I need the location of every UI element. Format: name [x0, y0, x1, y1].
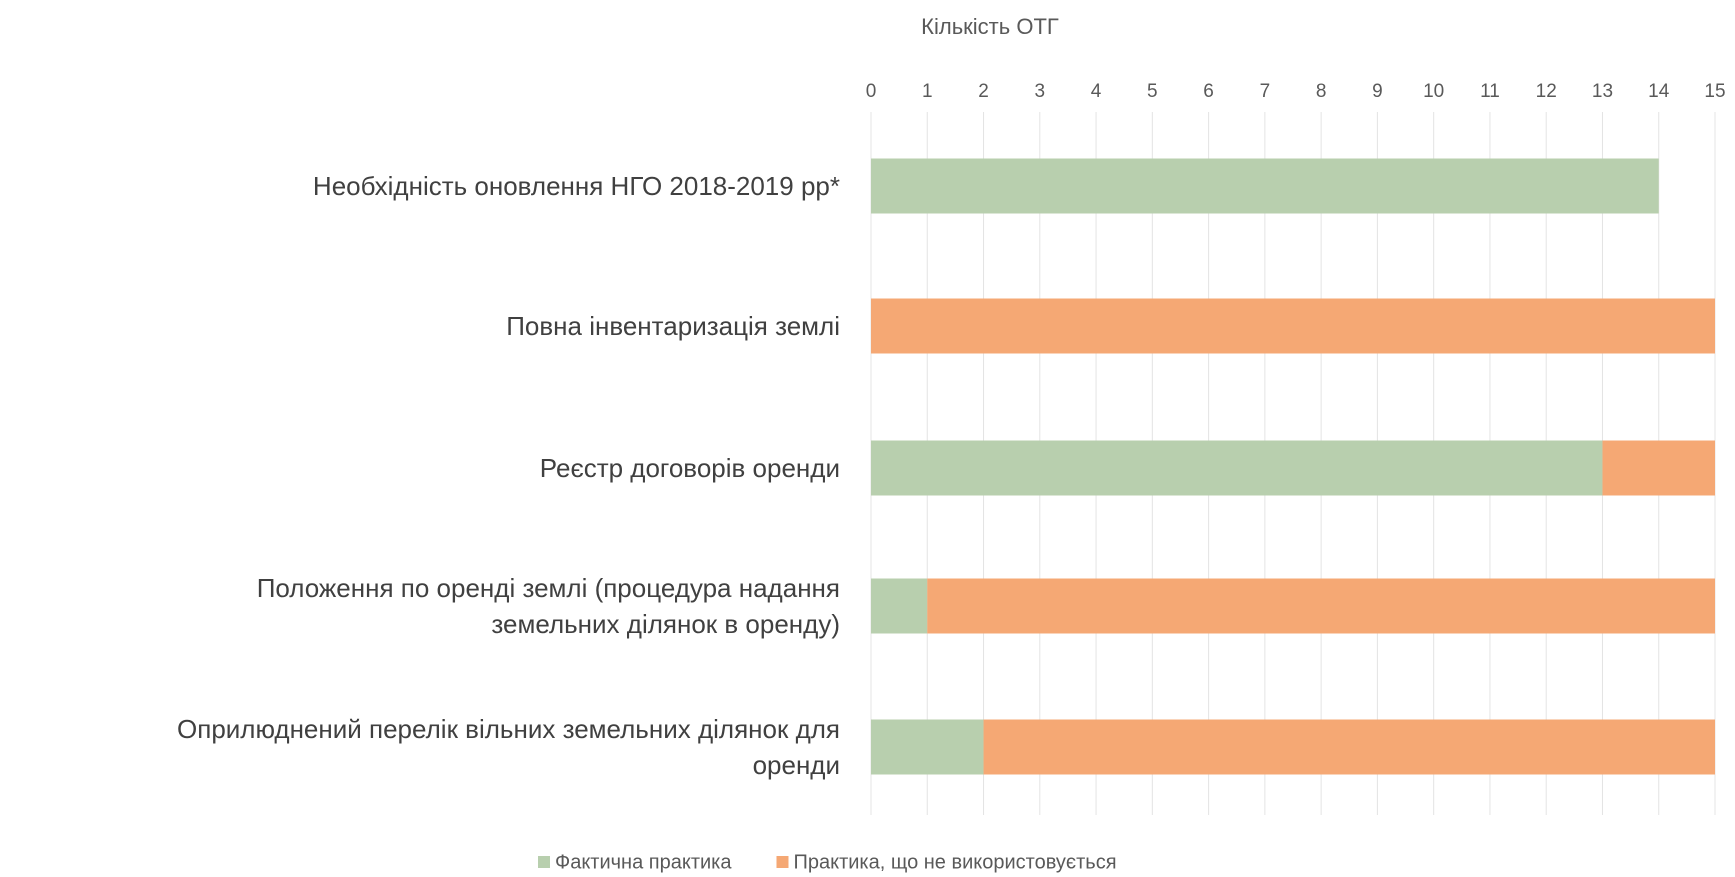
x-tick-label: 11 [1480, 81, 1500, 102]
legend-label: Практика, що не використовується [793, 851, 1116, 873]
x-tick-label: 3 [1035, 81, 1046, 102]
bar-segment [871, 440, 1603, 496]
bar-segment [871, 298, 1715, 354]
x-tick-label: 12 [1536, 81, 1557, 102]
x-tick-label: 14 [1648, 81, 1670, 102]
x-tick-label: 7 [1260, 81, 1271, 102]
x-tick-label: 0 [866, 81, 877, 102]
bar-segment [871, 719, 984, 775]
x-tick-label: 13 [1592, 81, 1613, 102]
x-tick-label: 9 [1372, 81, 1383, 102]
bar-segment [1602, 440, 1715, 496]
x-tick-label: 15 [1704, 81, 1725, 102]
x-tick-label: 2 [978, 81, 989, 102]
x-tick-label: 6 [1203, 81, 1214, 102]
bar-segment [871, 158, 1659, 214]
category-label: Реєстр договорів оренди [539, 453, 840, 483]
axis-title: Кількість ОТГ [921, 14, 1059, 39]
bar-segment [983, 719, 1715, 775]
category-label: Оприлюднений перелік вільних земельних д… [177, 714, 840, 780]
x-tick-label: 4 [1091, 81, 1102, 102]
category-label: Повна інвентаризація землі [506, 311, 840, 341]
bar-segment [871, 578, 928, 634]
legend-swatch [538, 856, 550, 868]
x-tick-label: 1 [922, 81, 933, 102]
x-tick-label: 8 [1316, 81, 1327, 102]
category-label: Необхідність оновлення НГО 2018-2019 рр* [312, 171, 840, 201]
category-label: Положення по оренді землі (процедура над… [256, 573, 840, 639]
legend-swatch [776, 856, 789, 868]
legend-label: Фактична практика [555, 851, 732, 873]
x-tick-label: 10 [1423, 81, 1444, 102]
x-tick-label: 5 [1147, 81, 1158, 102]
bar-segment [927, 578, 1715, 634]
